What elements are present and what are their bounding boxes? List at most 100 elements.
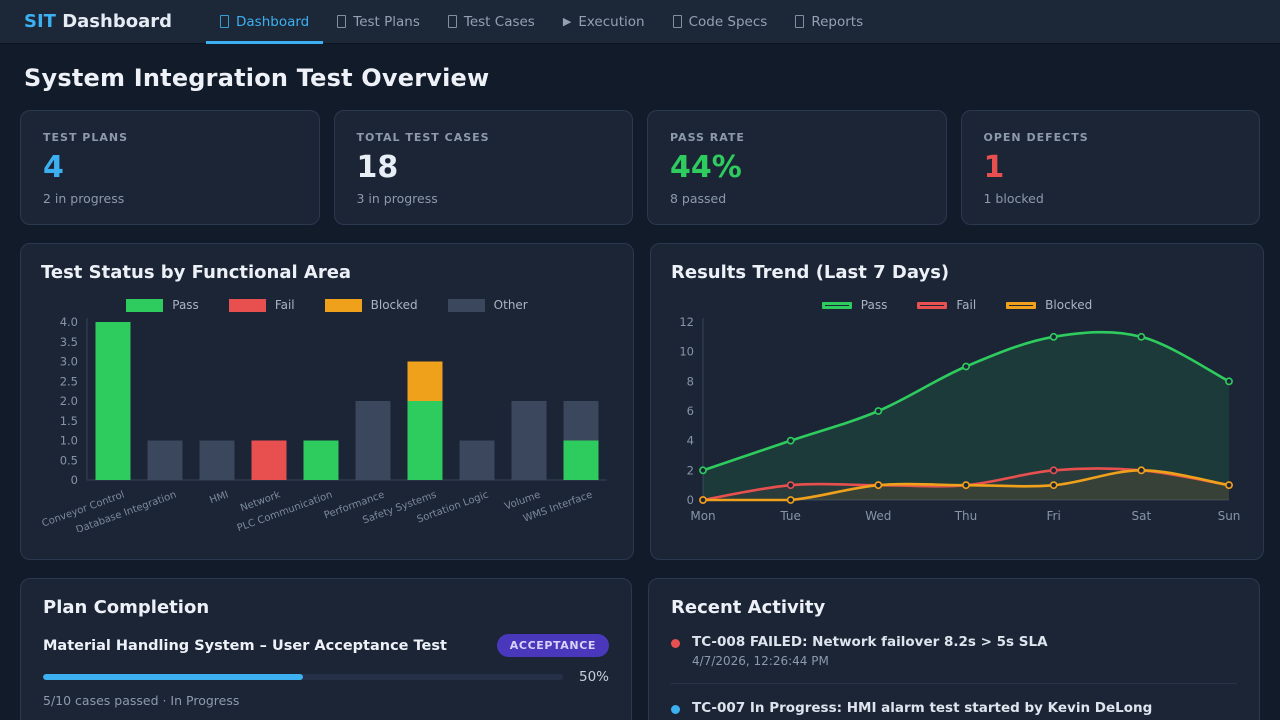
- stat-value: 44%: [670, 150, 742, 185]
- svg-text:Sun: Sun: [1218, 509, 1241, 523]
- stat-label: PASS RATE: [670, 131, 745, 144]
- legend-item-pass[interactable]: Pass: [126, 298, 199, 312]
- stat-label: TOTAL TEST CASES: [356, 131, 490, 144]
- fail-swatch: [228, 298, 266, 312]
- stat-label: TEST PLANS: [43, 131, 128, 144]
- svg-text:1.5: 1.5: [60, 414, 78, 428]
- line-chart-legend: Pass Fail Blocked: [671, 298, 1243, 312]
- pass-swatch: [126, 298, 164, 312]
- progress-fill: [43, 674, 303, 680]
- line-chart-title: Results Trend (Last 7 Days): [671, 262, 950, 283]
- svg-text:12: 12: [679, 316, 694, 329]
- plan-detail: 5/10 cases passed · In Progress: [43, 693, 240, 708]
- svg-text:3.0: 3.0: [60, 355, 78, 369]
- recent-activity-card: Recent Activity TC-008 FAILED: Network f…: [648, 578, 1260, 720]
- blocked-swatch: [1006, 301, 1037, 309]
- nav-item-execution[interactable]: ▶ Execution: [549, 0, 659, 44]
- svg-text:4.0: 4.0: [60, 316, 78, 329]
- bar-chart-card: Test Status by Functional Area Pass Fail…: [20, 243, 634, 560]
- dashboard-icon: [220, 15, 229, 28]
- play-icon: ▶: [562, 15, 572, 28]
- stat-value: 4: [43, 150, 64, 185]
- svg-text:1.0: 1.0: [60, 434, 78, 448]
- bottom-row: Plan Completion Material Handling System…: [20, 578, 1260, 720]
- nav-item-test-cases[interactable]: Test Cases: [434, 0, 549, 44]
- nav-items: Dashboard Test Plans Test Cases ▶ Execut…: [206, 0, 877, 44]
- nav-item-label: Dashboard: [236, 13, 310, 30]
- svg-text:HMI: HMI: [208, 489, 230, 506]
- reports-icon: [795, 15, 805, 28]
- page-title: System Integration Test Overview: [24, 64, 490, 92]
- legend-item-other[interactable]: Other: [447, 298, 528, 312]
- svg-text:3.5: 3.5: [60, 335, 78, 349]
- activity-text: TC-008 FAILED: Network failover 8.2s > 5…: [692, 634, 1048, 650]
- svg-text:Wed: Wed: [865, 509, 891, 523]
- bar-chart-legend: Pass Fail Blocked Other: [41, 298, 613, 312]
- svg-text:2: 2: [687, 463, 694, 477]
- fail-swatch: [917, 301, 948, 309]
- svg-text:0.5: 0.5: [60, 453, 78, 467]
- stat-sub: 3 in progress: [356, 191, 438, 206]
- activity-item: TC-008 FAILED: Network failover 8.2s > 5…: [671, 634, 1237, 684]
- stat-card-open-defects: OPEN DEFECTS 1 1 blocked: [960, 110, 1260, 225]
- svg-text:Sat: Sat: [1131, 509, 1151, 523]
- legend-label: Blocked: [1045, 298, 1093, 312]
- legend-label: Fail: [274, 298, 295, 312]
- svg-text:6: 6: [687, 404, 694, 418]
- nav-item-dashboard[interactable]: Dashboard: [206, 0, 324, 44]
- legend-item-pass[interactable]: Pass: [821, 298, 888, 312]
- legend-item-blocked[interactable]: Blocked: [1006, 298, 1092, 312]
- plan-completion-card: Plan Completion Material Handling System…: [20, 578, 632, 720]
- activity-time: 4/7/2026, 12:26:44 PM: [692, 654, 829, 668]
- brand-rest: Dashboard: [55, 11, 172, 32]
- plan-item: Material Handling System – User Acceptan…: [43, 634, 609, 708]
- stat-value: 18: [356, 150, 399, 185]
- top-navbar: SIT Dashboard Dashboard Test Plans Test …: [0, 0, 1280, 44]
- svg-text:Thu: Thu: [954, 509, 978, 523]
- plan-completion-title: Plan Completion: [43, 597, 210, 618]
- plan-name: Material Handling System – User Acceptan…: [43, 637, 447, 654]
- stat-sub: 1 blocked: [983, 191, 1044, 206]
- svg-text:0: 0: [687, 493, 694, 507]
- legend-item-fail[interactable]: Fail: [228, 298, 295, 312]
- recent-activity-title: Recent Activity: [671, 597, 826, 618]
- legend-item-blocked[interactable]: Blocked: [324, 298, 418, 312]
- stat-value: 1: [983, 150, 1005, 185]
- other-swatch: [447, 298, 485, 312]
- nav-item-reports[interactable]: Reports: [781, 0, 877, 44]
- plan-type-badge: ACCEPTANCE: [496, 634, 609, 657]
- nav-item-label: Reports: [811, 13, 864, 30]
- failed-status-dot: [671, 639, 680, 648]
- blocked-swatch: [324, 298, 362, 312]
- nav-item-test-plans[interactable]: Test Plans: [323, 0, 434, 44]
- test-plans-icon: [337, 15, 347, 28]
- bar-chart-title: Test Status by Functional Area: [41, 262, 352, 283]
- line-chart-card: Results Trend (Last 7 Days) Pass Fail Bl…: [650, 243, 1264, 560]
- svg-text:Fri: Fri: [1047, 509, 1061, 523]
- legend-item-fail[interactable]: Fail: [917, 298, 976, 312]
- stat-card-total-test-cases: TOTAL TEST CASES 18 3 in progress: [333, 110, 633, 225]
- stat-label: OPEN DEFECTS: [983, 131, 1089, 144]
- svg-text:Tue: Tue: [779, 509, 801, 523]
- legend-label: Other: [493, 298, 528, 312]
- nav-item-code-specs[interactable]: Code Specs: [659, 0, 782, 44]
- svg-text:10: 10: [679, 345, 694, 359]
- legend-label: Pass: [860, 298, 888, 312]
- stats-row: TEST PLANS 4 2 in progress TOTAL TEST CA…: [20, 110, 1260, 225]
- nav-item-label: Test Cases: [463, 13, 535, 30]
- legend-label: Fail: [956, 298, 977, 312]
- brand-highlight: SIT: [24, 11, 56, 32]
- charts-row: Test Status by Functional Area Pass Fail…: [20, 243, 1264, 560]
- svg-text:2.5: 2.5: [60, 374, 78, 388]
- progress-percent: 50%: [578, 669, 609, 685]
- app-brand: SIT Dashboard: [24, 11, 172, 32]
- svg-text:Mon: Mon: [690, 509, 715, 523]
- stat-card-test-plans: TEST PLANS 4 2 in progress: [20, 110, 320, 225]
- line-chart: 0 2 4 6 8 10 12 Mon Tue Wed Thu Fri Sat Sun: [679, 315, 1241, 523]
- nav-item-label: Execution: [578, 13, 645, 30]
- stat-sub: 8 passed: [670, 191, 727, 206]
- legend-label: Blocked: [370, 298, 418, 312]
- legend-label: Pass: [172, 298, 199, 312]
- test-cases-icon: [447, 15, 457, 28]
